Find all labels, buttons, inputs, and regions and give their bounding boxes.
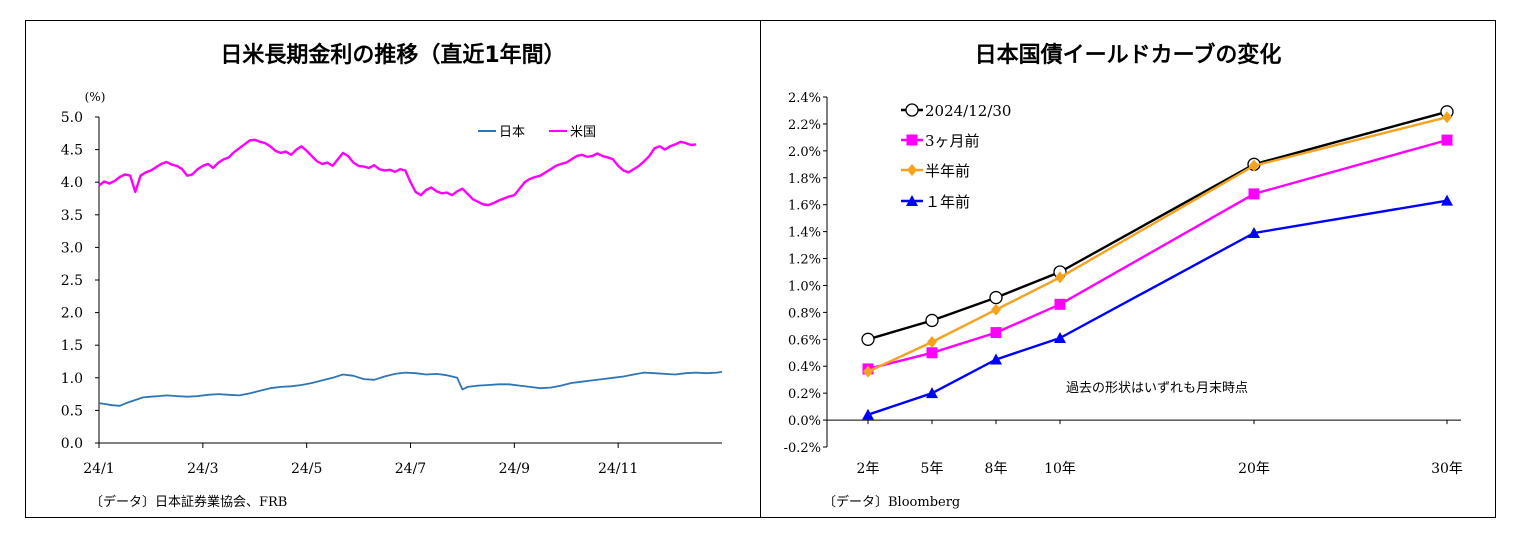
x-tick-label: 2年	[857, 461, 880, 477]
chart-title: 日本国債イールドカーブの変化	[974, 43, 1282, 68]
y-tick-label: 2.2%	[788, 118, 821, 133]
legend-marker	[907, 164, 917, 176]
series-line	[867, 116, 1448, 373]
legend-marker	[905, 103, 919, 117]
series-point	[863, 365, 873, 378]
series-point	[1441, 134, 1453, 146]
series-line	[867, 199, 1448, 416]
y-tick-label: 5.0	[61, 110, 83, 126]
legend-label: 2024/12/30	[925, 102, 1011, 120]
y-tick-label: 0.5	[61, 403, 83, 419]
y-tick-label: -0.2%	[784, 441, 821, 456]
series-point	[1248, 226, 1260, 238]
x-tick-label: 8年	[985, 461, 1008, 477]
y-tick-label: 0.0%	[788, 414, 821, 429]
x-tick-label: 24/1	[83, 461, 114, 477]
series-point	[925, 313, 939, 328]
chart-panel-jp-us-yields: 日米長期金利の推移（直近1年間） (%) 0.0 0.5 1.0 1.5 2.0 2.5 3.…	[25, 20, 761, 518]
series-point	[1442, 111, 1452, 124]
x-tick-label: 24/11	[598, 461, 638, 477]
source-note: 〔データ〕日本証券業協会、FRB	[90, 495, 288, 510]
chart-panel-yield-curve: 日本国債イールドカーブの変化 -0.2% 0.0% 0.2% 0.4% 0.6% 0.8%…	[760, 20, 1496, 518]
series-line	[867, 110, 1448, 341]
y-unit-label: (%)	[85, 90, 106, 104]
chart-area: (%) 0.0 0.5 1.0 1.5 2.0 2.5 3.0 3.5 4.0 4.5 5.0 24/1…	[61, 90, 723, 477]
series-point	[861, 332, 875, 346]
x-tick-label: 24/9	[499, 461, 530, 477]
series-point	[862, 408, 874, 420]
y-tick-label: 0.6%	[788, 333, 821, 348]
legend-marker	[906, 195, 918, 206]
series-point	[990, 327, 1002, 339]
series-point	[1249, 159, 1259, 172]
y-tick-label: 1.4%	[788, 226, 821, 241]
legend-label: １年前	[925, 193, 970, 211]
series-point	[1054, 298, 1066, 310]
y-tick-label: 2.5	[61, 273, 83, 289]
series-point	[927, 336, 937, 348]
y-tick-label: 1.0%	[788, 279, 821, 294]
x-tick-label: 20年	[1238, 461, 1270, 477]
x-tick-label: 30年	[1431, 461, 1463, 477]
y-tick-label: 1.5	[61, 338, 83, 354]
series-point	[1054, 331, 1066, 343]
y-tick-label: 0.4%	[788, 360, 821, 375]
annotation-note: 過去の形状はいずれも月末時点	[1066, 381, 1248, 396]
y-tick-label: 3.5	[61, 208, 83, 224]
series-point	[1055, 271, 1065, 284]
x-tick-label: 10年	[1044, 461, 1076, 477]
legend-label: 3ヶ月前	[925, 132, 980, 150]
series-line	[867, 138, 1448, 371]
y-tick-label: 4.0	[61, 175, 83, 191]
legend-label: 半年前	[925, 162, 970, 180]
series-point	[991, 303, 1001, 316]
chart-area: -0.2% 0.0% 0.2% 0.4% 0.6% 0.8% 1.0% 1.2% 1.4% 1.6…	[784, 91, 1463, 477]
series-point	[990, 353, 1002, 365]
source-note: 〔データ〕Bloomberg	[823, 495, 961, 510]
y-tick-label: 0.8%	[788, 306, 821, 321]
y-tick-label: 0.0	[61, 436, 83, 452]
series-point	[926, 347, 938, 359]
y-tick-label: 2.0	[61, 306, 83, 322]
x-tick-label: 24/5	[291, 461, 322, 477]
series-line-japan	[98, 371, 723, 407]
y-tick-label: 1.6%	[788, 199, 821, 214]
series-point	[926, 387, 938, 399]
chart-title: 日米長期金利の推移（直近1年間）	[220, 43, 566, 68]
y-tick-label: 1.2%	[788, 253, 821, 268]
y-tick-label: 1.8%	[788, 172, 821, 187]
series-line-us	[98, 138, 697, 207]
series-point	[989, 290, 1003, 305]
x-tick-label: 24/3	[187, 461, 218, 477]
y-tick-label: 4.5	[61, 143, 83, 159]
y-tick-label: 1.0	[61, 371, 83, 387]
legend-label: 日本	[499, 125, 525, 140]
y-tick-label: 2.0%	[788, 145, 821, 160]
legend-label: 米国	[570, 125, 596, 140]
series-point	[1248, 188, 1260, 200]
y-tick-label: 2.4%	[788, 91, 821, 106]
y-tick-label: 0.2%	[788, 387, 821, 402]
x-tick-label: 5年	[921, 461, 944, 477]
y-tick-label: 3.0	[61, 240, 83, 256]
legend-marker	[906, 134, 918, 146]
series-point	[1441, 194, 1453, 206]
x-tick-label: 24/7	[395, 461, 426, 477]
